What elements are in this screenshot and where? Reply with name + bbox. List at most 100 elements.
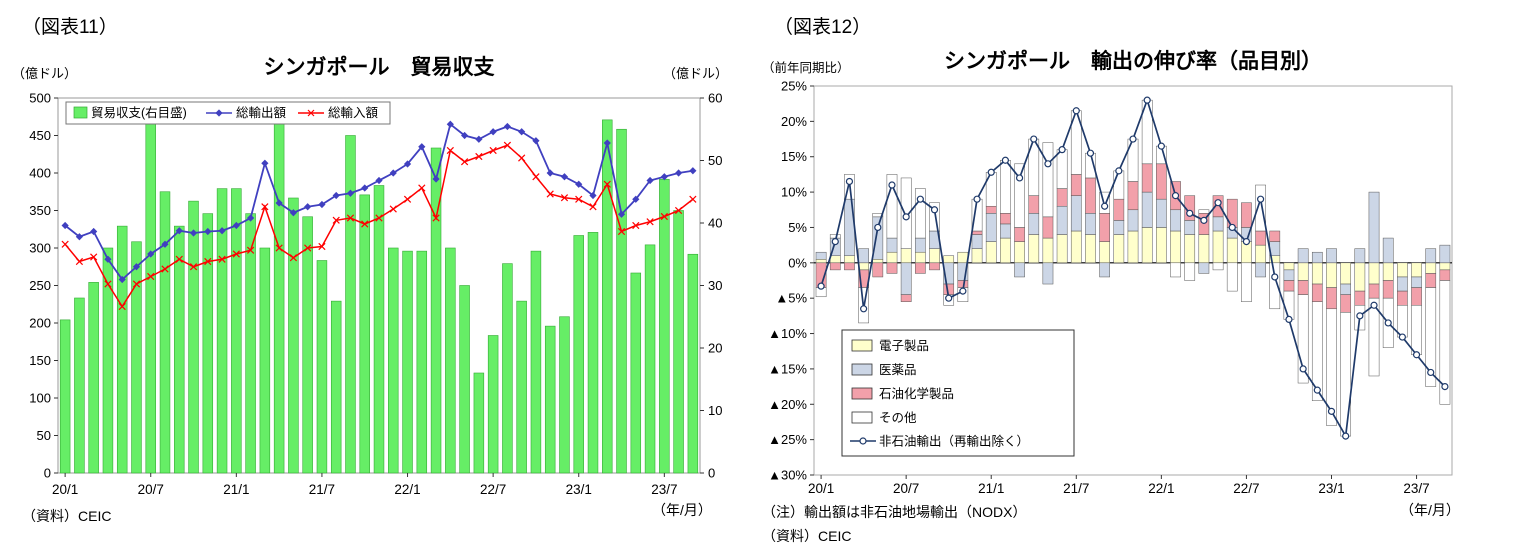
bar-segment — [1042, 262, 1054, 285]
nodx-marker — [1214, 199, 1222, 207]
nodx-marker — [1058, 146, 1066, 154]
y-axis-unit: （前年同期比） — [762, 60, 850, 75]
bar-segment — [1184, 262, 1196, 281]
legend-marker-exports — [215, 109, 223, 117]
x-tick-label: 23/1 — [1318, 481, 1344, 496]
trade-balance-bar — [473, 372, 485, 474]
legend-marker-nodx — [859, 437, 867, 445]
bar-segment — [1056, 149, 1068, 189]
bar-segment — [1311, 283, 1323, 302]
imports-marker — [617, 227, 626, 236]
bar-segment — [1226, 262, 1238, 292]
bar-segment — [1382, 280, 1394, 299]
bar-segment — [1297, 294, 1309, 384]
y-tick-label-right: 60 — [708, 91, 722, 106]
exports-marker — [617, 210, 626, 218]
y-tick-label-right: 0 — [708, 466, 715, 481]
exports-marker — [446, 120, 454, 128]
legend-marker-imports — [307, 109, 315, 117]
imports-marker — [161, 265, 169, 273]
bar-segment — [1255, 262, 1266, 278]
bar-segment — [1255, 244, 1266, 264]
exports-marker — [575, 180, 583, 188]
imports-marker — [204, 257, 212, 266]
legend-label-exports: 総輸出額 — [236, 105, 287, 120]
bar-segment — [1000, 213, 1011, 225]
exports-marker — [418, 143, 426, 151]
trade-balance-bar — [445, 247, 456, 474]
nodx-marker — [1044, 160, 1052, 168]
bar-segment — [985, 205, 997, 214]
bar-segment — [1425, 287, 1437, 387]
nodx-marker — [1001, 156, 1009, 164]
bar-segment — [829, 234, 841, 239]
bar-segment — [1411, 276, 1422, 288]
exports-marker — [361, 184, 369, 192]
trade-balance-bar — [202, 213, 214, 474]
bar-segment — [844, 262, 855, 271]
y-tick-label-left: 150 — [29, 353, 51, 368]
y-tick-label: ▲25% — [768, 432, 807, 447]
nodx-marker — [1115, 167, 1123, 175]
bar-segment — [1297, 248, 1309, 264]
figure-label-12: （図表12） — [774, 17, 872, 38]
imports-marker — [632, 221, 640, 230]
trade-balance-bar — [587, 232, 599, 474]
y-tick-label: ▲10% — [768, 326, 807, 341]
nodx-marker — [1086, 149, 1095, 157]
bar-segment — [1014, 227, 1025, 242]
bar-segment — [1311, 262, 1323, 285]
exports-marker — [503, 122, 511, 131]
x-tick-label: 20/7 — [893, 481, 919, 496]
y-tick-label-right: 40 — [708, 216, 722, 231]
left-chart-title: シンガポール 貿易収支 — [264, 55, 496, 79]
y-tick-label-right: 10 — [708, 403, 722, 418]
bar-segment — [1397, 262, 1408, 278]
nodx-marker — [1342, 432, 1350, 440]
imports-marker — [175, 255, 183, 263]
bar-segment — [971, 230, 983, 235]
x-tick-label: 22/1 — [1148, 481, 1174, 496]
y-tick-label: ▲15% — [768, 361, 807, 376]
bar-segment — [1269, 262, 1281, 310]
exports-marker — [461, 131, 469, 140]
right-axis-unit: （億ドル） — [663, 66, 728, 81]
bar-segment — [1226, 237, 1238, 264]
nodx-marker — [860, 305, 868, 313]
bar-segment — [971, 234, 983, 249]
bar-segment — [929, 248, 940, 264]
bar-segment — [1014, 241, 1025, 264]
bar-segment — [829, 255, 841, 264]
bar-segment — [1042, 237, 1054, 264]
y-tick-label-left: 500 — [29, 91, 51, 106]
bar-segment — [886, 174, 898, 239]
bar-segment — [1198, 234, 1210, 264]
bar-segment — [1439, 244, 1451, 264]
bar-segment — [1156, 163, 1167, 200]
nodx-marker — [1384, 319, 1392, 327]
trade-balance-bar — [88, 282, 99, 474]
imports-marker — [261, 203, 269, 211]
exports-marker — [304, 203, 312, 211]
imports-marker — [118, 302, 126, 311]
y-tick-label-left: 50 — [37, 428, 51, 443]
stacked-bars — [815, 99, 1451, 437]
exports-marker — [475, 135, 483, 143]
trade-balance-bar — [388, 247, 399, 474]
exports-marker — [403, 160, 412, 168]
imports-marker — [61, 240, 69, 248]
exports-marker — [646, 176, 654, 185]
legend-swatch-3 — [851, 387, 873, 400]
imports-marker — [147, 272, 155, 281]
y-tick-label: 20% — [781, 114, 807, 129]
exports-marker — [147, 250, 155, 258]
bar-segment — [1170, 262, 1181, 278]
bar-segment — [1439, 280, 1451, 405]
bar-segment — [1354, 290, 1366, 306]
x-tick-label: 21/7 — [1063, 481, 1089, 496]
trade-balance-bar — [174, 225, 185, 474]
trade-balance-bar — [373, 185, 385, 474]
nodx-marker — [1200, 216, 1208, 224]
trade-balance-bar — [359, 194, 370, 474]
bar-segment — [1340, 294, 1352, 313]
